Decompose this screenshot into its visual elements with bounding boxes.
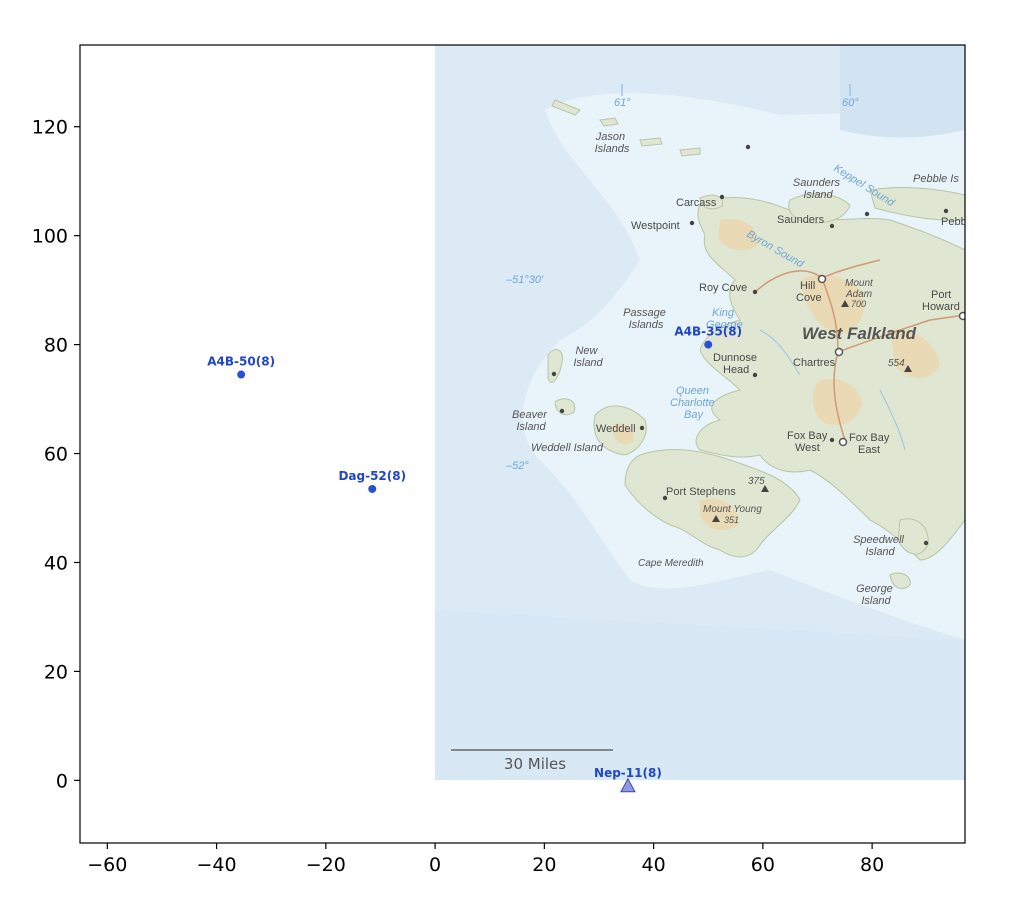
label-375: 375 [748, 476, 765, 487]
label-fox-bay-east-2: East [858, 444, 880, 456]
label-cove: Cove [796, 292, 822, 304]
axes-frame [79, 44, 966, 844]
label-beaver-island: Beaver Island [512, 409, 550, 433]
highland-mount-young [700, 498, 739, 531]
label-adam: Adam [845, 289, 872, 300]
label-westpoint: Westpoint [631, 220, 680, 232]
new-island [547, 349, 564, 383]
carcass-island [699, 194, 724, 210]
rivers [759, 329, 906, 451]
y-tick-label: 120 [32, 117, 68, 139]
label-weddell-island: Weddell Island [531, 442, 604, 454]
data-point-label: A4B-35(8) [674, 325, 742, 339]
data-point-label: A4B-50(8) [207, 355, 275, 369]
label-king: King [712, 307, 735, 319]
highland-west [718, 218, 759, 251]
label-jason-islands: Jason Islands [595, 131, 630, 155]
data-point-label: Dag-52(8) [338, 469, 406, 483]
highland-central [812, 378, 862, 425]
label-cape-meredith: Cape Meredith [638, 558, 704, 569]
data-point-label: Nep-11(8) [594, 766, 662, 780]
label-saunders-island: Saunders Island [793, 177, 843, 201]
label-bay: Bay [684, 409, 704, 421]
label-howard: Howard [922, 301, 960, 313]
label-weddell: Weddell [596, 423, 636, 435]
speedwell-island [897, 518, 929, 555]
label-head: Head [723, 364, 749, 376]
label-fox-bay-east-1: Fox Bay [849, 432, 890, 444]
peak-markers [712, 300, 912, 522]
y-tick-label: 20 [44, 661, 68, 683]
deep-water-south [435, 610, 965, 780]
data-point-marker[interactable] [704, 340, 713, 349]
label-port: Port [931, 289, 951, 301]
label-700: 700 [851, 299, 866, 309]
settlement-dots [551, 144, 949, 546]
label-passage-islands: Passage Islands [623, 307, 669, 331]
label-pebble: Pebb [941, 216, 967, 228]
map-title: West Falkland [802, 324, 917, 343]
data-point-marker[interactable] [237, 370, 246, 379]
label-speedwell-island: Speedwell Island [853, 534, 907, 558]
x-tick-label: 80 [860, 854, 884, 876]
label-roy-cove: Roy Cove [699, 282, 747, 294]
label-554: 554 [888, 358, 905, 369]
x-axis: −60 −40 −20 0 20 40 60 80 [87, 843, 884, 876]
label-george-island: George Island [856, 583, 896, 607]
graticule-label-61: 61° [614, 97, 631, 109]
data-point-marker[interactable] [368, 484, 377, 493]
label-pebble-island: Pebble Is [913, 173, 959, 185]
graticule-label-5130: –51°30' [505, 274, 544, 286]
label-charlotte: Charlotte [670, 397, 715, 409]
label-fox-bay-west-1: Fox Bay [787, 430, 828, 442]
label-saunders: Saunders [777, 214, 825, 226]
deep-water-ne [840, 45, 965, 138]
label-port-stephens: Port Stephens [666, 486, 736, 498]
label-new-island: New Island [573, 345, 603, 369]
saunders-island [788, 193, 851, 224]
label-george: George [706, 319, 743, 331]
label-dunnose: Dunnose [713, 352, 757, 364]
map-image: 61° 60° –51°30' –52° Jason Islands Passa… [435, 45, 967, 780]
x-tick-label: −60 [87, 854, 127, 876]
graticule-label-60: 60° [842, 97, 859, 109]
label-351: 351 [724, 515, 739, 525]
label-chartres: Chartres [793, 357, 836, 369]
town-markers [817, 274, 965, 447]
y-tick-label: 60 [44, 444, 68, 466]
x-tick-label: 60 [751, 854, 775, 876]
label-carcass: Carcass [676, 197, 717, 209]
x-tick-label: −40 [197, 854, 237, 876]
label-mount-young: Mount Young [703, 504, 762, 515]
george-island [889, 572, 911, 589]
data-markers: A4B-50(8) Dag-52(8) A4B-35(8) Nep-11(8) [207, 325, 742, 793]
x-tick-label: 20 [532, 854, 556, 876]
data-point-marker[interactable] [620, 777, 636, 793]
highland-weddell [612, 423, 634, 445]
graticule-label-52: –52° [505, 460, 529, 472]
y-axis: 0 20 40 60 80 100 120 [32, 117, 80, 792]
y-tick-label: 100 [32, 226, 68, 248]
label-fox-bay-west-2: West [795, 442, 820, 454]
y-tick-label: 40 [44, 552, 68, 574]
x-tick-label: −20 [306, 854, 346, 876]
highland-east [890, 329, 940, 379]
scale-bar-label: 30 Miles [504, 755, 566, 773]
label-mount: Mount [845, 278, 874, 289]
x-tick-label: 0 [429, 854, 441, 876]
jason-islands [551, 99, 701, 157]
y-tick-label: 0 [56, 770, 68, 792]
pebble-island [869, 187, 965, 221]
label-hill: Hill [800, 280, 815, 292]
y-tick-label: 80 [44, 335, 68, 357]
x-tick-label: 40 [642, 854, 666, 876]
label-queen: Queen [676, 385, 709, 397]
